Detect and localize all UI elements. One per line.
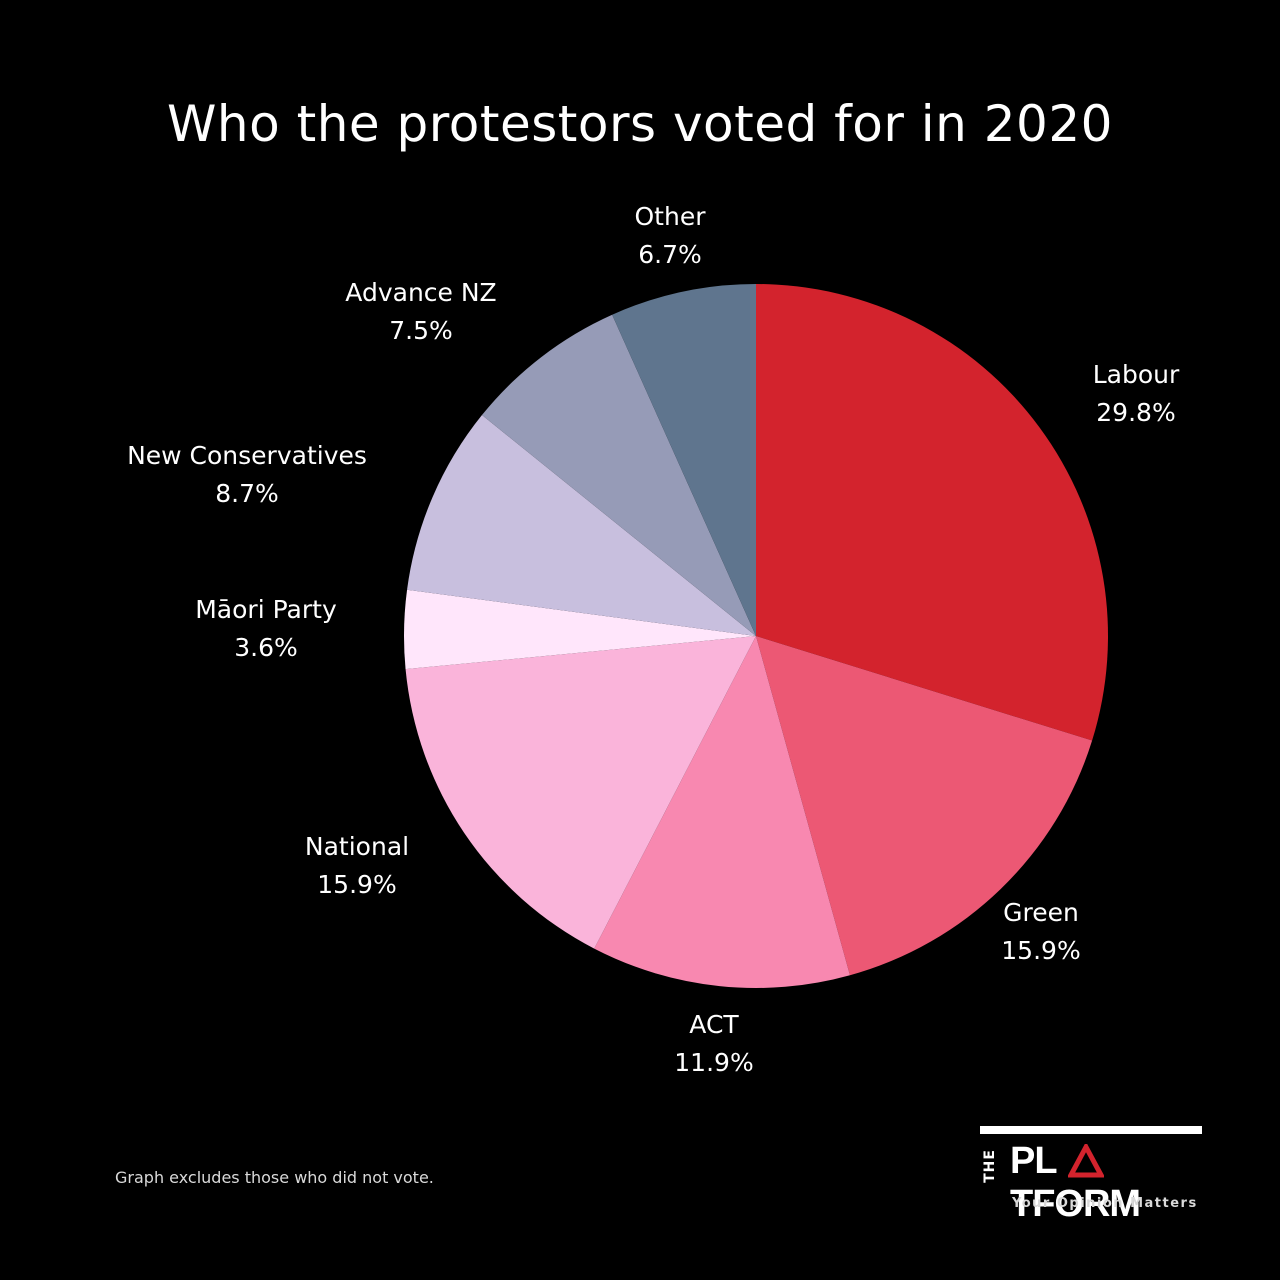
slice-label-name: Labour xyxy=(1092,360,1180,389)
slice-label-value: 15.9% xyxy=(317,870,397,899)
pie-slice-green xyxy=(756,636,1093,976)
slice-label-name: National xyxy=(304,832,410,861)
logo-wordmark-part2: TFORM xyxy=(1010,1183,1141,1225)
logo-bar xyxy=(980,1126,1202,1134)
slice-label-labour: Labour 29.8% xyxy=(976,356,1280,432)
brand-logo: THE PLTFORM Your Opinion Matters xyxy=(980,1126,1205,1225)
slice-label-act: ACT 11.9% xyxy=(554,1006,874,1082)
slice-label-value: 8.7% xyxy=(215,479,279,508)
slice-label-name: Advance NZ xyxy=(345,278,497,307)
pie-slice-national xyxy=(405,636,756,949)
slice-label-name: Māori Party xyxy=(195,595,337,624)
chart-title: Who the protestors voted for in 2020 xyxy=(166,95,1113,153)
logo-wordmark-part1: PL xyxy=(1010,1140,1058,1182)
slice-label-national: National 15.9% xyxy=(197,828,517,904)
pie-slice-act xyxy=(594,636,850,988)
slice-label-value: 7.5% xyxy=(389,316,453,345)
slice-label-name: New Conservatives xyxy=(127,441,367,470)
logo-wordmark: PLTFORM xyxy=(1010,1140,1205,1226)
slice-label-name: ACT xyxy=(689,1010,739,1039)
pie-slice-labour xyxy=(756,284,1108,741)
logo-triangle-icon xyxy=(1068,1144,1104,1178)
slice-label-value: 29.8% xyxy=(1096,398,1176,427)
logo-tagline: Your Opinion Matters xyxy=(1012,1196,1198,1211)
slice-label-advance-nz: Advance NZ 7.5% xyxy=(261,274,581,350)
slice-label-value: 6.7% xyxy=(638,240,702,269)
footnote: Graph excludes those who did not vote. xyxy=(115,1168,434,1187)
slice-label-name: Green xyxy=(1003,898,1079,927)
logo-prefix: THE xyxy=(981,1149,998,1183)
pie-slice-advance-nz xyxy=(481,314,756,636)
slice-label-other: Other 6.7% xyxy=(510,198,830,274)
slice-label-value: 15.9% xyxy=(1001,936,1081,965)
pie-slice-new-conservatives xyxy=(407,415,756,636)
slice-label-new-conservatives: New Conservatives 8.7% xyxy=(87,437,407,513)
pie-slice-other xyxy=(612,284,756,636)
slice-label-value: 11.9% xyxy=(674,1048,754,1077)
slice-label-maori-party: Māori Party 3.6% xyxy=(106,591,426,667)
pie-slice-m-ori-party xyxy=(404,589,756,670)
slice-label-value: 3.6% xyxy=(234,633,298,662)
slice-label-name: Other xyxy=(634,202,706,231)
slice-label-green: Green 15.9% xyxy=(881,894,1201,970)
